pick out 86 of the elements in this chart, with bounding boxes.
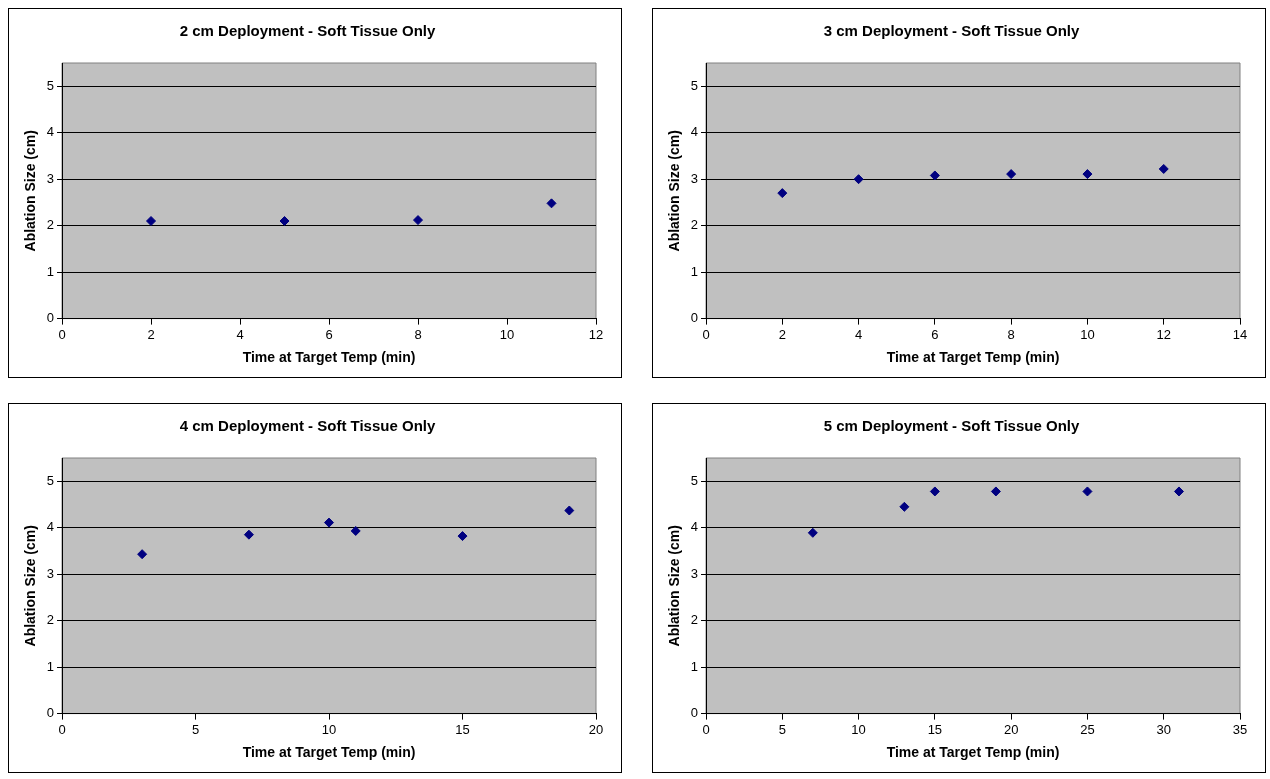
- x-tick-label: 2: [778, 326, 786, 342]
- point: [990, 486, 1001, 497]
- point: [146, 216, 157, 227]
- x-tick-label: 6: [931, 326, 939, 342]
- point: [929, 170, 940, 181]
- point: [279, 216, 290, 227]
- x-tick-label: 2: [147, 326, 155, 342]
- y-tick-label: 1: [46, 263, 55, 279]
- x-tick-label: 20: [1003, 721, 1019, 737]
- y-tick-label: 0: [690, 705, 699, 721]
- x-tick-label: 10: [1080, 326, 1095, 342]
- point: [1158, 163, 1169, 174]
- y-axis-title: Ablation Size (cm): [22, 130, 39, 252]
- y-tick-label: 2: [690, 217, 699, 233]
- y-tick-label: 3: [46, 565, 55, 581]
- chart-title: 4 cm Deployment - Soft Tissue Only: [179, 417, 436, 435]
- y-tick-label: 3: [690, 565, 699, 581]
- point: [1173, 486, 1184, 497]
- point: [413, 215, 424, 226]
- x-tick-label: 8: [1007, 326, 1015, 342]
- y-tick-label: 5: [46, 77, 55, 93]
- x-tick-label: 10: [499, 326, 515, 342]
- y-axis-title: Ablation Size (cm): [22, 525, 39, 647]
- point: [899, 501, 910, 512]
- x-tick-label: 0: [58, 721, 66, 737]
- y-tick-label: 5: [46, 472, 55, 488]
- y-tick-label: 5: [690, 472, 699, 488]
- chart-title: 2 cm Deployment - Soft Tissue Only: [179, 22, 436, 40]
- x-tick-label: 10: [321, 721, 337, 737]
- x-tick-label: 25: [1080, 721, 1095, 737]
- x-tick-label: 5: [191, 721, 200, 737]
- point: [807, 527, 818, 538]
- x-tick-label: 30: [1156, 721, 1171, 737]
- y-tick-label: 2: [46, 217, 55, 233]
- x-tick-label: 15: [927, 721, 943, 737]
- point: [853, 174, 864, 185]
- x-tick-label: 12: [588, 326, 604, 342]
- x-axis-title: Time at Target Temp (min): [886, 349, 1060, 366]
- x-tick-label: 10: [851, 721, 866, 737]
- y-tick-label: 5: [690, 77, 699, 93]
- chart-title: 3 cm Deployment - Soft Tissue Only: [823, 22, 1080, 40]
- point: [324, 517, 335, 528]
- y-tick-label: 4: [690, 519, 699, 535]
- chart-title: 5 cm Deployment - Soft Tissue Only: [823, 417, 1080, 435]
- y-tick-label: 4: [46, 519, 55, 535]
- point: [1082, 486, 1093, 497]
- x-tick-label: 0: [702, 721, 710, 737]
- x-tick-label: 15: [455, 721, 470, 737]
- x-tick-label: 4: [236, 326, 244, 342]
- y-tick-label: 1: [690, 263, 699, 279]
- x-tick-label: 8: [414, 326, 422, 342]
- x-axis-title: Time at Target Temp (min): [886, 744, 1060, 761]
- point: [1006, 169, 1017, 180]
- point: [137, 549, 148, 560]
- y-tick-label: 4: [690, 124, 699, 140]
- y-tick-label: 0: [690, 310, 699, 326]
- y-tick-label: 1: [46, 658, 55, 674]
- point: [546, 198, 557, 209]
- y-tick-label: 3: [46, 170, 55, 186]
- y-tick-label: 2: [690, 612, 699, 628]
- y-tick-label: 3: [690, 170, 699, 186]
- point: [564, 505, 575, 516]
- x-tick-label: 14: [1232, 326, 1248, 342]
- x-tick-label: 20: [588, 721, 604, 737]
- point: [777, 188, 788, 199]
- x-tick-label: 5: [778, 721, 786, 737]
- x-tick-label: 0: [702, 326, 710, 342]
- x-tick-label: 6: [325, 326, 333, 342]
- x-tick-label: 0: [58, 326, 66, 342]
- y-axis-title: Ablation Size (cm): [666, 525, 683, 647]
- y-tick-label: 2: [46, 612, 55, 628]
- point: [929, 486, 940, 497]
- y-tick-label: 0: [46, 310, 55, 326]
- x-tick-label: 12: [1156, 326, 1171, 342]
- x-tick-label: 4: [854, 326, 863, 342]
- y-tick-label: 4: [46, 124, 55, 140]
- y-tick-label: 0: [46, 705, 55, 721]
- point: [457, 531, 468, 542]
- x-axis-title: Time at Target Temp (min): [242, 744, 416, 761]
- x-axis-title: Time at Target Temp (min): [242, 349, 416, 366]
- point: [243, 529, 254, 540]
- point: [1082, 169, 1093, 180]
- y-tick-label: 1: [690, 658, 699, 674]
- point: [350, 525, 361, 536]
- x-tick-label: 35: [1232, 721, 1248, 737]
- y-axis-title: Ablation Size (cm): [666, 130, 683, 252]
